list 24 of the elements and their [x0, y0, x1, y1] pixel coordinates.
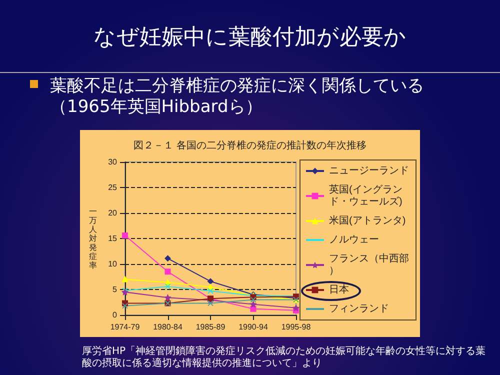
legend-label: 英国(イングランド・ウェールズ)	[329, 184, 402, 208]
text: 厚労省HP「神経管閉鎖障害の発症リスク低減のための妊娠可能な年齢の女性等に対する葉酸の摂取に係る適切な情報提供の推進について」より	[82, 346, 487, 370]
chart-subtitle: 葉酸不足は二分脊椎症の発症に深く関係している（1965年英国Hibbardら）	[50, 76, 425, 118]
legend-label: 米国(アトランタ)	[329, 214, 406, 226]
legend-label: フランス（中西部）	[329, 252, 409, 276]
legend-label: ニュージーランド	[329, 166, 409, 176]
y-tick-label: 0	[112, 310, 118, 320]
y-tick-label: 15	[108, 234, 118, 243]
x-tick-label: 1995-98	[281, 322, 312, 332]
x-tick-label: 1974-79	[110, 322, 140, 332]
legend-label: 日本	[329, 284, 349, 296]
y-axis-title: 一万人対発症率	[89, 207, 97, 270]
legend-label: フィンランド	[329, 304, 389, 314]
y-tick-label: 25	[108, 183, 118, 192]
x-tick-label: 1985-89	[196, 322, 226, 332]
y-tick-label: 10	[108, 260, 118, 268]
legend-label: ノルウェー	[329, 234, 379, 246]
y-tick-label: 20	[108, 208, 118, 218]
caption: 図２－１ 各国の二分脊椎の発症の推計数の年次推移	[134, 140, 366, 152]
x-tick-label: 1980-84	[153, 322, 183, 332]
y-tick-label: 30	[108, 158, 118, 166]
chart-title: なぜ妊娠中に葉酸付加が必要か	[92, 24, 408, 52]
x-tick-label: 1990-94	[238, 322, 268, 332]
y-tick-label: 5	[112, 285, 118, 294]
